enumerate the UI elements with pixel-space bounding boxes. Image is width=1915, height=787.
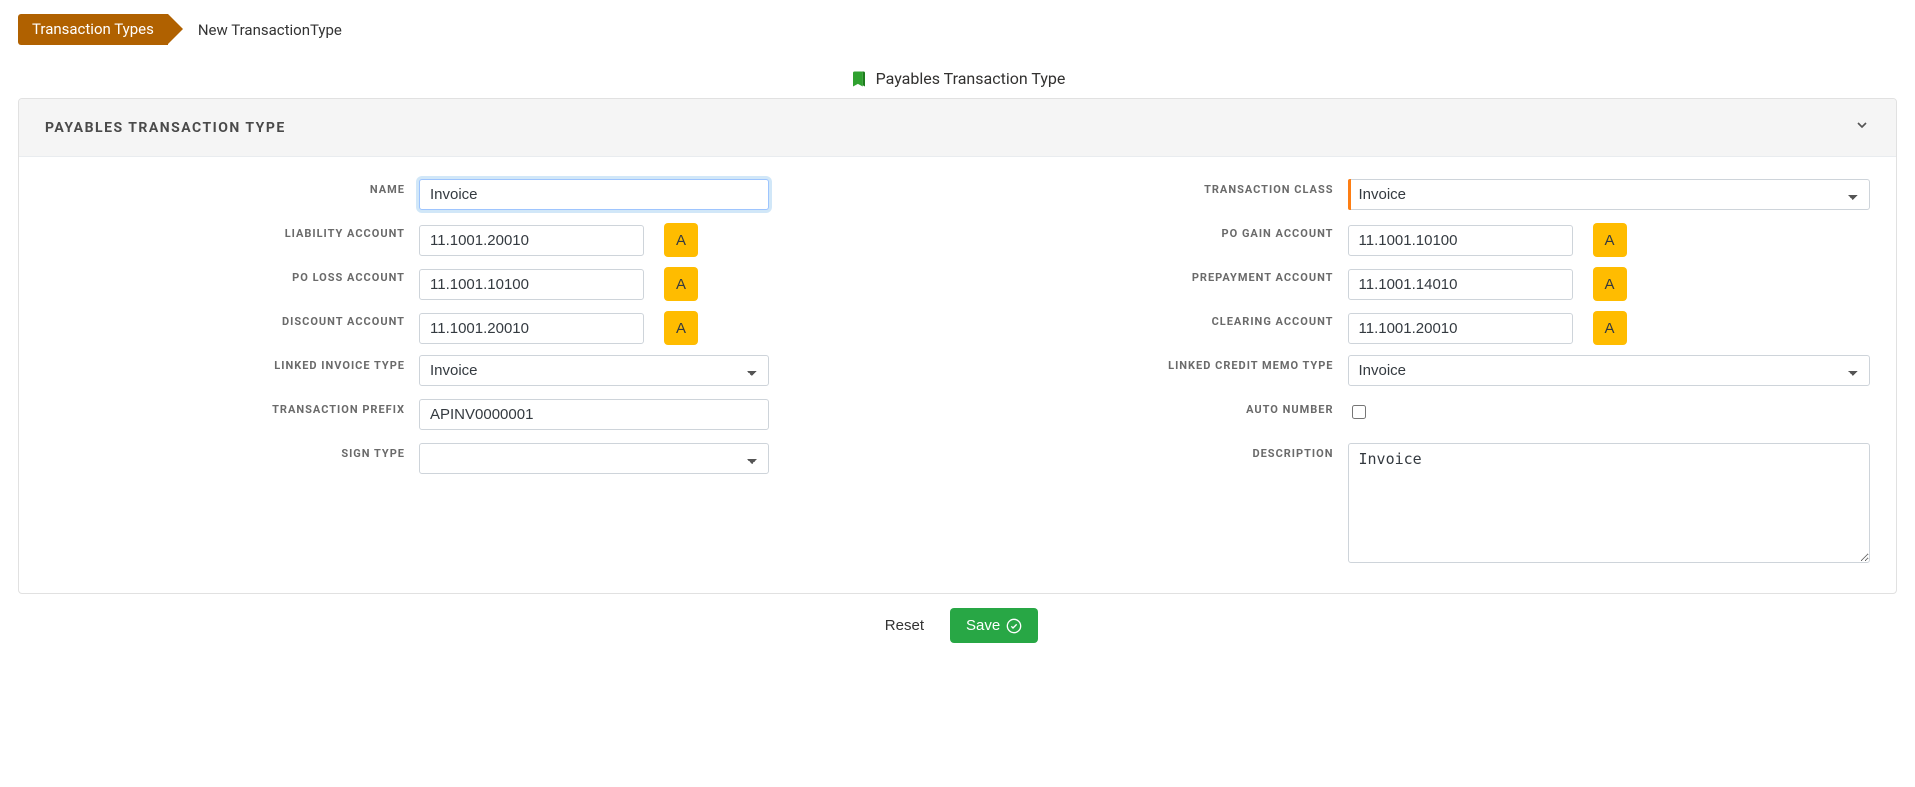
prepayment-account-input[interactable] — [1348, 269, 1573, 300]
label-linked-invoice-type: LINKED INVOICE TYPE — [45, 355, 405, 372]
page-title-text: Payables Transaction Type — [876, 69, 1066, 88]
transaction-prefix-input[interactable] — [419, 399, 769, 430]
save-button[interactable]: Save — [950, 608, 1038, 643]
label-liability-account: LIABILITY ACCOUNT — [45, 223, 405, 240]
clearing-account-input[interactable] — [1348, 313, 1573, 344]
breadcrumb-current: New TransactionType — [198, 21, 342, 39]
bookmark-icon — [850, 70, 868, 88]
label-prepayment-account: PREPAYMENT ACCOUNT — [974, 267, 1334, 284]
panel-title: PAYABLES TRANSACTION TYPE — [45, 120, 286, 136]
save-button-label: Save — [966, 617, 1000, 634]
page-title: Payables Transaction Type — [18, 69, 1897, 88]
label-sign-type: SIGN TYPE — [45, 443, 405, 460]
po-gain-account-lookup-button[interactable]: A — [1593, 223, 1627, 257]
clearing-account-lookup-button[interactable]: A — [1593, 311, 1627, 345]
sign-type-select[interactable] — [419, 443, 769, 474]
action-bar: Reset Save — [18, 608, 1897, 643]
discount-account-lookup-button[interactable]: A — [664, 311, 698, 345]
discount-account-input[interactable] — [419, 313, 644, 344]
description-textarea[interactable] — [1348, 443, 1871, 563]
label-discount-account: DISCOUNT ACCOUNT — [45, 311, 405, 328]
label-name: NAME — [45, 179, 405, 196]
chevron-down-icon[interactable] — [1854, 117, 1870, 138]
label-auto-number: AUTO NUMBER — [974, 399, 1334, 416]
po-loss-account-input[interactable] — [419, 269, 644, 300]
label-transaction-prefix: TRANSACTION PREFIX — [45, 399, 405, 416]
label-clearing-account: CLEARING ACCOUNT — [974, 311, 1334, 328]
prepayment-account-lookup-button[interactable]: A — [1593, 267, 1627, 301]
reset-button[interactable]: Reset — [877, 609, 932, 642]
check-circle-icon — [1006, 618, 1022, 634]
transaction-class-select[interactable]: Invoice — [1348, 179, 1871, 210]
po-gain-account-input[interactable] — [1348, 225, 1573, 256]
breadcrumb-root[interactable]: Transaction Types — [18, 14, 168, 45]
label-description: DESCRIPTION — [974, 443, 1334, 460]
name-input[interactable] — [419, 179, 769, 210]
panel-header[interactable]: PAYABLES TRANSACTION TYPE — [19, 99, 1896, 157]
label-transaction-class: TRANSACTION CLASS — [974, 179, 1334, 196]
label-linked-credit-memo-type: LINKED CREDIT MEMO TYPE — [974, 355, 1334, 372]
breadcrumb: Transaction Types New TransactionType — [18, 14, 1897, 45]
linked-invoice-type-select[interactable]: Invoice — [419, 355, 769, 386]
label-po-loss-account: PO LOSS ACCOUNT — [45, 267, 405, 284]
label-po-gain-account: PO GAIN ACCOUNT — [974, 223, 1334, 240]
po-loss-account-lookup-button[interactable]: A — [664, 267, 698, 301]
liability-account-lookup-button[interactable]: A — [664, 223, 698, 257]
panel-payables: PAYABLES TRANSACTION TYPE NAME — [18, 98, 1897, 594]
liability-account-input[interactable] — [419, 225, 644, 256]
linked-credit-memo-type-select[interactable]: Invoice — [1348, 355, 1871, 386]
auto-number-checkbox[interactable] — [1352, 405, 1366, 419]
